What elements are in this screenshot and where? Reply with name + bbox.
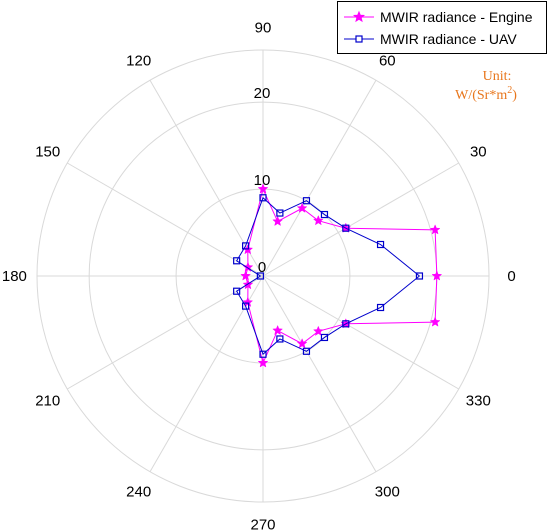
data-point-square — [342, 320, 350, 328]
data-point-star — [429, 316, 441, 327]
data-point-star — [312, 325, 324, 336]
series-engine — [240, 183, 443, 368]
data-point-square — [233, 287, 241, 295]
grid-spoke — [67, 275, 264, 390]
data-point-square — [376, 303, 385, 312]
legend-star-marker-icon — [344, 10, 374, 23]
angle-tick-label: 60 — [379, 53, 396, 70]
data-point-square — [242, 242, 250, 250]
data-point-square — [302, 347, 311, 355]
radius-tick-label: 10 — [254, 172, 271, 189]
radius-tick-label: 20 — [254, 85, 271, 102]
legend: MWIR radiance - Engine MWIR radiance - U… — [337, 1, 547, 54]
data-point-star — [272, 215, 284, 227]
data-point-square — [342, 224, 350, 232]
data-point-star — [296, 338, 308, 349]
angle-tick-label: 270 — [250, 517, 275, 530]
angle-tick-label: 330 — [466, 392, 491, 409]
data-point-star — [312, 215, 324, 226]
legend-square-marker-icon — [344, 35, 374, 43]
data-point-star — [429, 224, 441, 235]
data-point-square — [233, 257, 241, 265]
polar-grid — [36, 49, 490, 503]
radius-tick-labels: 0 10 20 — [254, 85, 271, 276]
grid-spoke — [262, 275, 377, 472]
angle-tick-label: 90 — [255, 19, 272, 36]
data-point-square — [259, 194, 267, 202]
legend-entry-engine: MWIR radiance - Engine — [344, 7, 533, 27]
data-point-star — [240, 270, 252, 281]
angle-tick-label: 240 — [126, 483, 151, 500]
data-point-square — [276, 209, 284, 217]
angle-tick-label: 0 — [507, 268, 515, 285]
angle-tick-label: 300 — [375, 483, 400, 500]
unit-value-base: W/(Sr*m — [455, 88, 507, 103]
data-point-square — [276, 335, 284, 343]
grid-spoke — [262, 162, 459, 277]
unit-value: W/(Sr*m2) — [455, 85, 517, 103]
data-point-square — [320, 210, 329, 219]
legend-entry-uav: MWIR radiance - UAV — [344, 29, 517, 49]
unit-value-sup: 2 — [507, 85, 512, 96]
grid-spoke — [149, 80, 264, 277]
angle-tick-label: 120 — [126, 53, 151, 70]
data-point-star — [272, 324, 284, 336]
data-point-square — [320, 333, 329, 342]
grid-spoke — [262, 80, 377, 277]
data-point-square — [415, 272, 424, 280]
grid-spoke — [262, 275, 459, 390]
angle-tick-label: 210 — [35, 392, 60, 409]
series-layer — [233, 183, 443, 368]
data-point-star — [431, 270, 443, 281]
series-line — [235, 196, 420, 356]
unit-value-close: ) — [512, 88, 517, 103]
radius-tick-label: 0 — [258, 259, 266, 276]
data-point-square — [256, 272, 264, 280]
unit-label: Unit: — [483, 69, 512, 84]
data-point-star — [257, 183, 269, 194]
data-point-star — [242, 296, 254, 307]
data-point-star — [257, 357, 269, 368]
data-point-square — [259, 350, 267, 358]
data-point-square — [302, 197, 311, 205]
legend-label-uav: MWIR radiance - UAV — [380, 31, 517, 47]
data-point-star — [296, 202, 308, 213]
grid-spoke — [67, 162, 264, 277]
angle-tick-label: 30 — [470, 144, 487, 161]
legend-label-engine: MWIR radiance - Engine — [380, 9, 533, 25]
angle-tick-label: 150 — [35, 144, 60, 161]
data-point-square — [376, 240, 385, 249]
angle-tick-label: 180 — [2, 268, 27, 285]
data-point-square — [242, 302, 250, 310]
series-uav — [233, 194, 424, 358]
